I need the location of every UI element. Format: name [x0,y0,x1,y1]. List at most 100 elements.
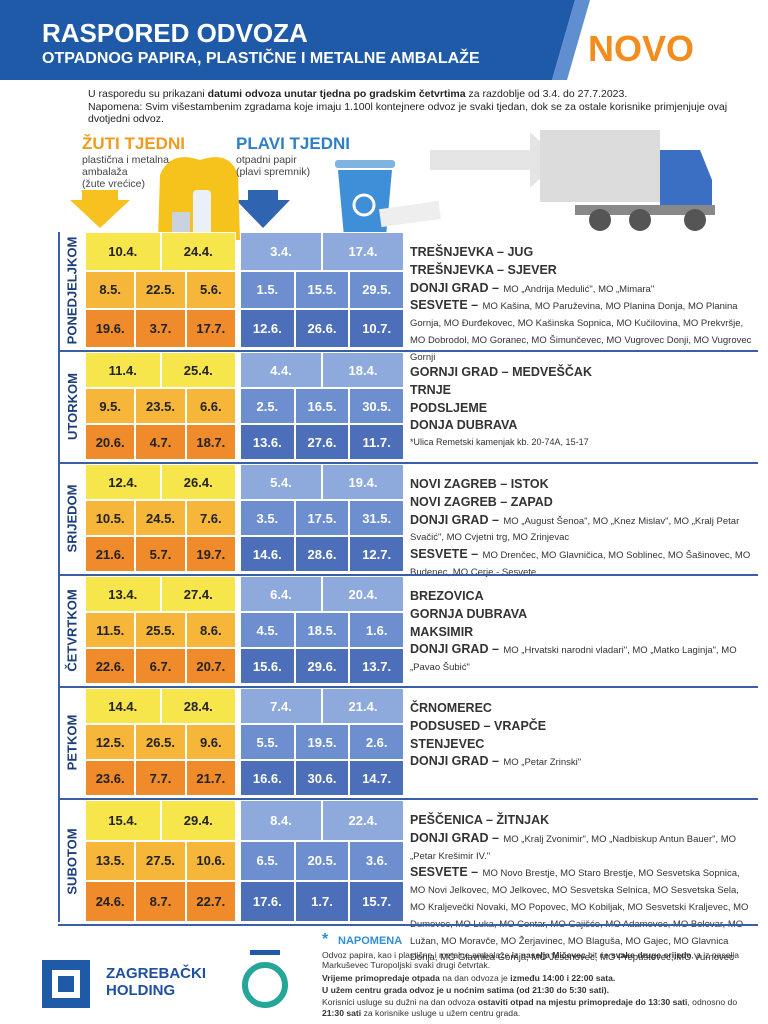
day-label: PONEDJELJKOM [60,232,84,348]
separator [58,686,758,688]
areas: ČRNOMEREC PODSUSED – VRAPČE STENJEVEC DONJI… [410,700,755,771]
area-name: SESVETE – [410,298,479,313]
area-name: DONJI GRAD – [410,280,499,295]
area-name: SESVETE – [410,547,479,562]
yellow-date: 29.4. [160,800,236,841]
blue-date: 15.7. [349,881,404,922]
blue-date: 28.6. [294,536,350,572]
yellow-date: 23.6. [85,760,136,796]
area-name: ČRNOMEREC [410,701,492,715]
yellow-date: 9.5. [85,388,136,424]
day-name: UTORKOM [64,372,80,440]
area: DONJI GRAD – MO „Andrija Medulić", MO „M… [410,280,755,297]
note-part: Korisnici usluge su dužni na dan odvoza [322,997,478,1008]
area: GORNJA DUBRAVA [410,606,755,623]
note-part: 21:30 sati [322,1007,362,1018]
blue-date: 17.5. [294,500,350,536]
area-name: GORNJI GRAD – MEDVEŠČAK [410,365,592,379]
area: SESVETE – MO Drenčec, MO Glavničica, MO … [410,546,755,580]
blue-date: 5.5. [240,724,295,760]
separator [58,462,758,464]
areas: NOVI ZAGREB – ISTOK NOVI ZAGREB – ZAPAD DO… [410,476,755,581]
area: BREZOVICA [410,588,755,605]
yellow-date: 10.6. [185,840,236,882]
blue-date: 29.6. [294,648,350,684]
yellow-date: 27.5. [135,840,186,882]
title: RASPORED ODVOZA [42,18,308,48]
area-name: TREŠNJEVKA – JUG [410,245,534,259]
note-paragraph: U užem centru grada odvoz je u noćnim sa… [322,985,752,995]
yellow-date: 6.6. [185,388,236,424]
blue-desc: otpadni papir (plavi spremnik) [236,154,310,178]
area-name: GORNJA DUBRAVA [410,606,528,621]
separator [58,574,758,576]
blue-date: 19.4. [322,464,404,500]
yellow-date: 8.7. [135,881,186,922]
area-name: PODSUSED – VRAPČE [410,718,547,733]
blue-date: 21.4. [322,688,404,724]
blue-date: 10.7. [349,309,404,348]
yellow-date: 17.7. [185,309,236,348]
day-label: SUBOTOM [60,800,84,922]
area: DONJI GRAD – MO „August Šenoa", MO „Knez… [410,512,755,546]
note-part: na dan odvoza je [439,972,511,983]
areas: GORNJI GRAD – MEDVEŠČAK TRNJE PODSLJEME DON… [410,364,755,448]
area-name: SESVETE – [410,865,479,880]
blue-date: 15.6. [240,648,295,684]
blue-date: 7.4. [240,688,322,724]
desc-line: (plavi spremnik) [236,166,311,179]
blue-date: 1.6. [349,612,404,648]
area-name: DONJA DUBRAVA [410,418,518,433]
yellow-date: 11.4. [85,352,161,388]
blue-date: 18.4. [322,352,404,388]
desc-line: (žute vrećice) [82,178,146,191]
yellow-date: 19.6. [85,309,136,348]
yellow-date: 25.5. [135,612,186,648]
day-label: UTORKOM [60,352,84,460]
yellow-date: 5.7. [135,536,186,572]
yellow-date: 28.4. [160,688,236,724]
yellow-date: 14.4. [85,688,161,724]
area: DONJI GRAD – MO „Kralj Zvonimir", MO „Na… [410,830,755,864]
footnote: *Ulica Remetski kamenjak kb. 20-74A, 15-… [410,437,589,448]
yellow-date: 4.7. [135,424,186,460]
blue-date: 6.4. [240,576,322,612]
area-detail: MO „Hrvatski narodni vladari", MO „Matko… [410,645,737,674]
area: MAKSIMIR [410,624,755,641]
blue-date: 22.4. [322,800,404,841]
blue-date: 30.6. [294,760,350,796]
area: STENJEVEC [410,736,755,753]
yellow-date: 13.5. [85,840,136,882]
yellow-date: 6.7. [135,648,186,684]
yellow-date: 19.7. [185,536,236,572]
intro-note: Napomena: Svim višestambenim zgradama ko… [88,100,728,126]
day-name: PONEDJELJKOM [64,236,80,344]
area: TRNJE [410,382,755,399]
blue-date: 17.4. [322,232,404,271]
yellow-date: 15.4. [85,800,161,841]
blue-date: 17.6. [240,881,295,922]
day-name: ČETVRTKOM [64,588,80,672]
area-name: PEŠČENICA – ŽITNJAK [410,813,550,827]
svg-text:*: * [322,931,329,948]
area: ČRNOMEREC [410,700,755,717]
yellow-date: 23.5. [135,388,186,424]
blue-date: 29.5. [349,270,404,310]
yellow-date: 26.5. [135,724,186,760]
area-detail: MO Kašina, MO Paruževina, MO Planina Don… [410,301,752,363]
separator [58,350,758,352]
area-detail: MO „August Šenoa", MO „Knez Mislav", MO … [410,515,740,544]
blue-date: 1.7. [294,881,350,922]
area-name: DONJI GRAD – [410,642,499,657]
area-name: NOVI ZAGREB – ZAPAD [410,494,553,509]
area: PODSUSED – VRAPČE [410,718,755,735]
note-part: bit će [585,950,612,960]
desc-line: ambalaža [82,166,128,179]
notes: Odvoz papira, kao i plastične i metalne … [322,950,752,1020]
area-detail: MO „Kralj Zvonimir", MO „Nadbiskup Antun… [410,833,737,862]
blue-date: 13.6. [240,424,295,460]
blue-date: 1.5. [240,270,295,310]
note-part: , a iz naselja Markuševec Turopoljski sv… [322,950,740,971]
area-name: BREZOVICA [410,589,484,603]
note-paragraph: Korisnici usluge su dužni na dan odvoza … [322,997,752,1018]
